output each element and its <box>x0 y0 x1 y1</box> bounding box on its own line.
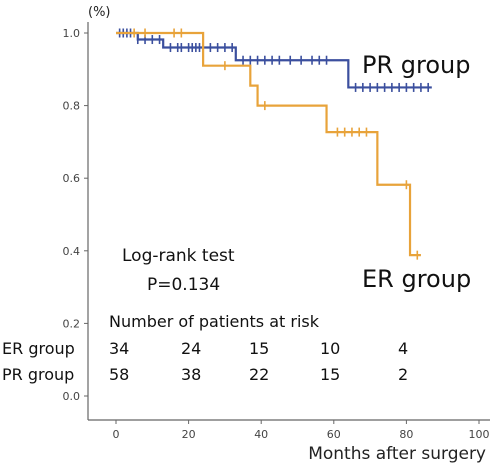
risk-cell: 38 <box>181 365 201 384</box>
risk-cell: 4 <box>398 339 408 358</box>
risk-cell: 24 <box>181 339 201 358</box>
y-tick-label: 0.4 <box>63 245 81 258</box>
series-line-er <box>116 31 421 257</box>
x-tick-label: 60 <box>327 428 341 441</box>
y-tick-label: 0.6 <box>63 172 81 185</box>
axes <box>87 22 490 421</box>
risk-cell: 58 <box>109 365 129 384</box>
pr-group-label: PR group <box>362 51 470 79</box>
risk-cell: 10 <box>320 339 340 358</box>
log-rank-test-label: Log-rank test <box>122 246 235 266</box>
x-tick-label: 20 <box>182 428 196 441</box>
risk-row-label: PR group <box>2 365 74 384</box>
risk-row-pr: PR group 58 38 22 15 2 <box>2 365 408 384</box>
y-tick-label: 0.8 <box>63 100 81 113</box>
x-tick-label: 100 <box>469 428 490 441</box>
x-axis-title: Months after surgery <box>308 444 486 464</box>
risk-cell: 22 <box>249 365 269 384</box>
y-ticks: 0.0 0.2 0.4 0.6 0.8 1.0 <box>63 27 88 403</box>
y-tick-label: 0.2 <box>63 317 81 330</box>
risk-cell: 15 <box>249 339 269 358</box>
risk-cell: 2 <box>398 365 408 384</box>
er-group-label: ER group <box>362 265 471 293</box>
risk-table-title: Number of patients at risk <box>109 312 320 331</box>
x-tick-label: 0 <box>113 428 120 441</box>
x-tick-label: 80 <box>399 428 413 441</box>
y-tick-label: 1.0 <box>63 27 81 40</box>
risk-cell: 15 <box>320 365 340 384</box>
x-ticks: 0 20 40 60 80 100 <box>113 420 490 441</box>
y-unit-label: (%) <box>88 5 111 20</box>
risk-row-label: ER group <box>2 339 75 358</box>
risk-row-er: ER group 34 24 15 10 4 <box>2 339 408 358</box>
p-value-label: P=0.134 <box>147 275 220 295</box>
x-tick-label: 40 <box>254 428 268 441</box>
y-tick-label: 0.0 <box>63 390 81 403</box>
survival-curves <box>116 28 432 260</box>
risk-cell: 34 <box>109 339 129 358</box>
